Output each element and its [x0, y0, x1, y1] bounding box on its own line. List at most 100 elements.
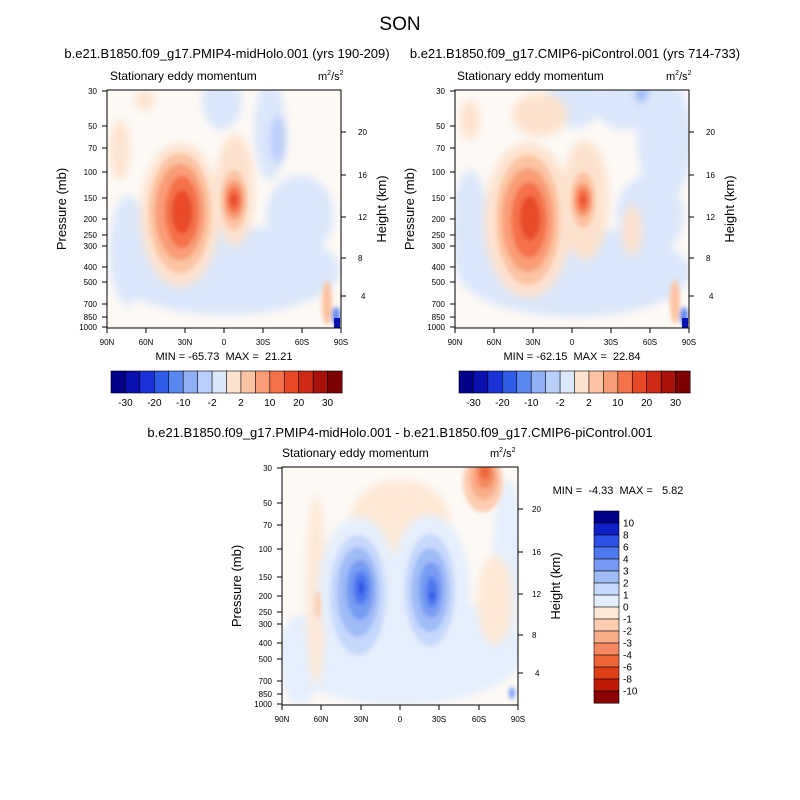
height-tick-label: 12: [706, 213, 715, 222]
y-tick-label: 50: [436, 122, 445, 131]
colorbar-label: -2: [556, 398, 565, 409]
colorbar-swatch: [617, 370, 633, 394]
colorbar-swatch: [660, 370, 677, 394]
stats-label: MIN = -65.73 MAX = 21.21: [156, 351, 293, 363]
colorbar-label: 20: [641, 398, 653, 409]
colorbar-swatch: [631, 370, 648, 394]
height-tick-label: 4: [535, 669, 540, 678]
colorbar-swatch: [110, 370, 126, 394]
height-tick-label: 8: [706, 254, 711, 263]
y-tick-label: 850: [259, 690, 273, 699]
y-tick-label: 700: [432, 300, 446, 309]
colorbar-swatch: [593, 642, 620, 656]
height-tick-label: 16: [706, 171, 715, 180]
x-tick-label: 30S: [432, 715, 446, 724]
colorbar-label: -2: [208, 398, 217, 409]
colorbar-label: -20: [495, 398, 510, 409]
y-tick-label: 850: [432, 313, 446, 322]
y-axis-label: Pressure (mb): [402, 168, 417, 250]
y-tick-label: 70: [436, 144, 445, 153]
y-tick-label: 300: [259, 620, 273, 629]
y-tick-label: 70: [88, 144, 97, 153]
x-tick-label: 90N: [448, 338, 463, 347]
y-tick-label: 200: [259, 592, 273, 601]
colorbar-swatch: [559, 370, 575, 394]
colorbar: -30 -20 -10 -2 2 10 20 30: [110, 370, 343, 409]
colorbar-swatch: [473, 370, 489, 394]
y-tick-label: 300: [432, 242, 446, 251]
x-tick-label: 90N: [275, 715, 290, 724]
x-tick-label: 0: [222, 338, 227, 347]
height-tick-label: 8: [358, 254, 363, 263]
colorbar-swatch: [593, 558, 620, 572]
colorbar-swatch: [593, 546, 620, 560]
colorbar-swatch: [154, 370, 170, 394]
colorbar-label: 10: [612, 398, 624, 409]
colorbar-label: 1: [623, 591, 629, 602]
colorbar-swatch: [530, 370, 547, 394]
colorbar-swatch: [168, 370, 184, 394]
x-tick-label: 30N: [178, 338, 193, 347]
colorbar-swatch: [255, 370, 271, 394]
colorbar-swatch: [574, 370, 590, 394]
colorbar-label: 10: [623, 519, 635, 530]
colorbar-label: -2: [623, 627, 632, 638]
y-tick-label: 700: [259, 677, 273, 686]
panel-subtitle: Stationary eddy momentum: [110, 69, 257, 83]
colorbar-swatch: [603, 370, 619, 394]
colorbar-swatch: [593, 570, 620, 584]
colorbar-swatch: [593, 606, 620, 620]
y-tick-label: 400: [259, 639, 273, 648]
units-label: m2/s2: [666, 70, 692, 83]
x-tick-label: 60S: [643, 338, 657, 347]
y-tick-label: 500: [432, 278, 446, 287]
contour-field: [282, 467, 518, 705]
y-tick-label: 400: [84, 263, 98, 272]
x-tick-label: 60N: [139, 338, 154, 347]
contour-field: [455, 90, 689, 328]
y-tick-label: 100: [259, 545, 273, 554]
colorbar-label: 2: [238, 398, 244, 409]
colorbar-label: 4: [623, 555, 629, 566]
x-tick-label: 60N: [314, 715, 329, 724]
colorbar-label: 2: [586, 398, 592, 409]
height-tick-label: 8: [532, 631, 537, 640]
height-tick-label: 4: [709, 292, 714, 301]
y-tick-label: 500: [84, 278, 98, 287]
panel-top-right: b.e21.B1850.f09_g17.CMIP6-piControl.001 …: [402, 46, 740, 409]
y2-axis-label: Height (km): [374, 175, 389, 242]
colorbar-swatch: [593, 678, 620, 692]
colorbar-label: 30: [322, 398, 334, 409]
x-tick-label: 30N: [526, 338, 541, 347]
height-tick-label: 4: [361, 292, 366, 301]
y-tick-label: 250: [259, 608, 273, 617]
colorbar-label: -10: [623, 687, 638, 698]
colorbar-label: -30: [466, 398, 481, 409]
y-tick-label: 1000: [79, 323, 97, 332]
colorbar-swatch: [593, 618, 620, 632]
colorbar-label: -4: [623, 651, 632, 662]
colorbar-label: -8: [623, 675, 632, 686]
colorbar-swatch: [593, 582, 620, 596]
colorbar: -30 -20 -10 -2 2 10 20 30: [458, 370, 691, 409]
x-tick-label: 0: [398, 715, 403, 724]
y-tick-label: 250: [432, 231, 446, 240]
height-tick-label: 12: [358, 213, 367, 222]
colorbar-swatch: [125, 370, 141, 394]
colorbar-swatch: [298, 370, 314, 394]
panel-difference: b.e21.B1850.f09_g17.PMIP4-midHolo.001 - …: [147, 425, 683, 724]
colorbar-label: 8: [623, 531, 629, 542]
y-tick-label: 500: [259, 655, 273, 664]
colorbar-label: -10: [524, 398, 539, 409]
contour-field: [107, 90, 341, 328]
colorbar-swatch: [675, 370, 691, 394]
colorbar-label: -1: [623, 615, 632, 626]
colorbar-swatch: [139, 370, 155, 394]
panel-title: b.e21.B1850.f09_g17.PMIP4-midHolo.001 - …: [147, 425, 652, 440]
axis-ticks: [102, 90, 346, 333]
y-tick-label: 50: [263, 499, 272, 508]
colorbar-swatch: [646, 370, 662, 394]
units-label: m2/s2: [318, 70, 344, 83]
colorbar-swatch: [593, 690, 620, 704]
